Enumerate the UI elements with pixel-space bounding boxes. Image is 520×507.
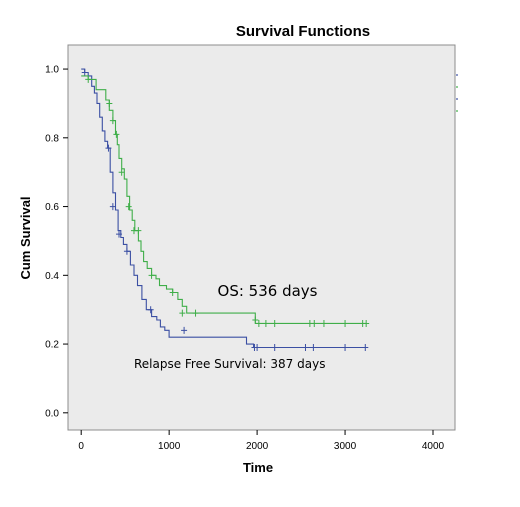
y-tick-label: 0.4 <box>45 271 59 282</box>
censor-mark-2 <box>262 319 269 327</box>
censor-mark-2 <box>320 319 327 327</box>
chart-title: Survival Functions <box>236 23 370 40</box>
censor-mark-2 <box>85 75 92 83</box>
y-tick-label: 1.0 <box>45 65 59 76</box>
censor-mark-2 <box>135 227 142 235</box>
x-tick-label: 0 <box>78 441 84 452</box>
censor-mark-1 <box>105 144 112 152</box>
censor-mark-2 <box>169 289 176 296</box>
censor-mark-2 <box>311 319 318 327</box>
censor-mark-2 <box>179 309 186 317</box>
censor-mark-2 <box>255 319 262 327</box>
censor-mark-1 <box>181 326 188 334</box>
plot-group: 0 1000 2000 3000 4000 0.0 0.2 0.4 0.6 0.8 1.0 OS: 5… <box>45 44 456 452</box>
x-tick-label: 1000 <box>158 441 181 452</box>
x-tick-label: 3000 <box>334 441 357 452</box>
censor-mark-2 <box>118 168 125 176</box>
x-axis-title: Time <box>243 460 273 475</box>
legend-mark-4 <box>456 110 458 112</box>
censor-mark-1 <box>116 230 123 238</box>
legend-mark-2 <box>456 86 458 88</box>
censor-mark-2 <box>106 99 113 107</box>
y-tick-label: 0.0 <box>45 408 59 419</box>
annotation-2: Relapse Free Survival: 387 days <box>134 357 326 371</box>
censor-mark-2 <box>192 309 199 317</box>
survival-curve-1 <box>81 68 367 349</box>
legend-mark-1 <box>456 74 458 76</box>
legend-marks <box>456 74 458 112</box>
y-tick-label: 0.6 <box>45 202 59 213</box>
censor-mark-1 <box>81 69 88 76</box>
x-tick-label: 2000 <box>246 441 269 452</box>
censor-mark-1 <box>254 344 261 351</box>
censor-mark-1 <box>302 344 309 351</box>
censor-mark-2 <box>109 117 116 125</box>
x-tick-label: 4000 <box>422 441 445 452</box>
censor-mark-2 <box>125 203 132 211</box>
censor-mark-2 <box>342 319 349 327</box>
legend-mark-3 <box>456 98 458 100</box>
censor-mark-2 <box>271 319 278 327</box>
censor-mark-1 <box>342 344 349 351</box>
censor-mark-2 <box>252 316 259 324</box>
censor-mark-1 <box>109 203 116 211</box>
censor-mark-1 <box>271 344 278 351</box>
y-tick-label: 0.8 <box>45 133 59 144</box>
censor-mark-2 <box>113 130 120 138</box>
censor-mark-1 <box>362 344 369 351</box>
censor-mark-1 <box>310 344 317 351</box>
plot-area <box>67 44 456 431</box>
censor-mark-2 <box>363 319 370 327</box>
censor-mark-1 <box>147 306 154 314</box>
annotation-1: OS: 536 days <box>218 282 318 300</box>
y-axis-title: Cum Survival <box>18 196 33 279</box>
y-tick-label: 0.2 <box>45 340 59 351</box>
censor-mark-2 <box>148 271 155 279</box>
censor-mark-1 <box>123 247 130 255</box>
